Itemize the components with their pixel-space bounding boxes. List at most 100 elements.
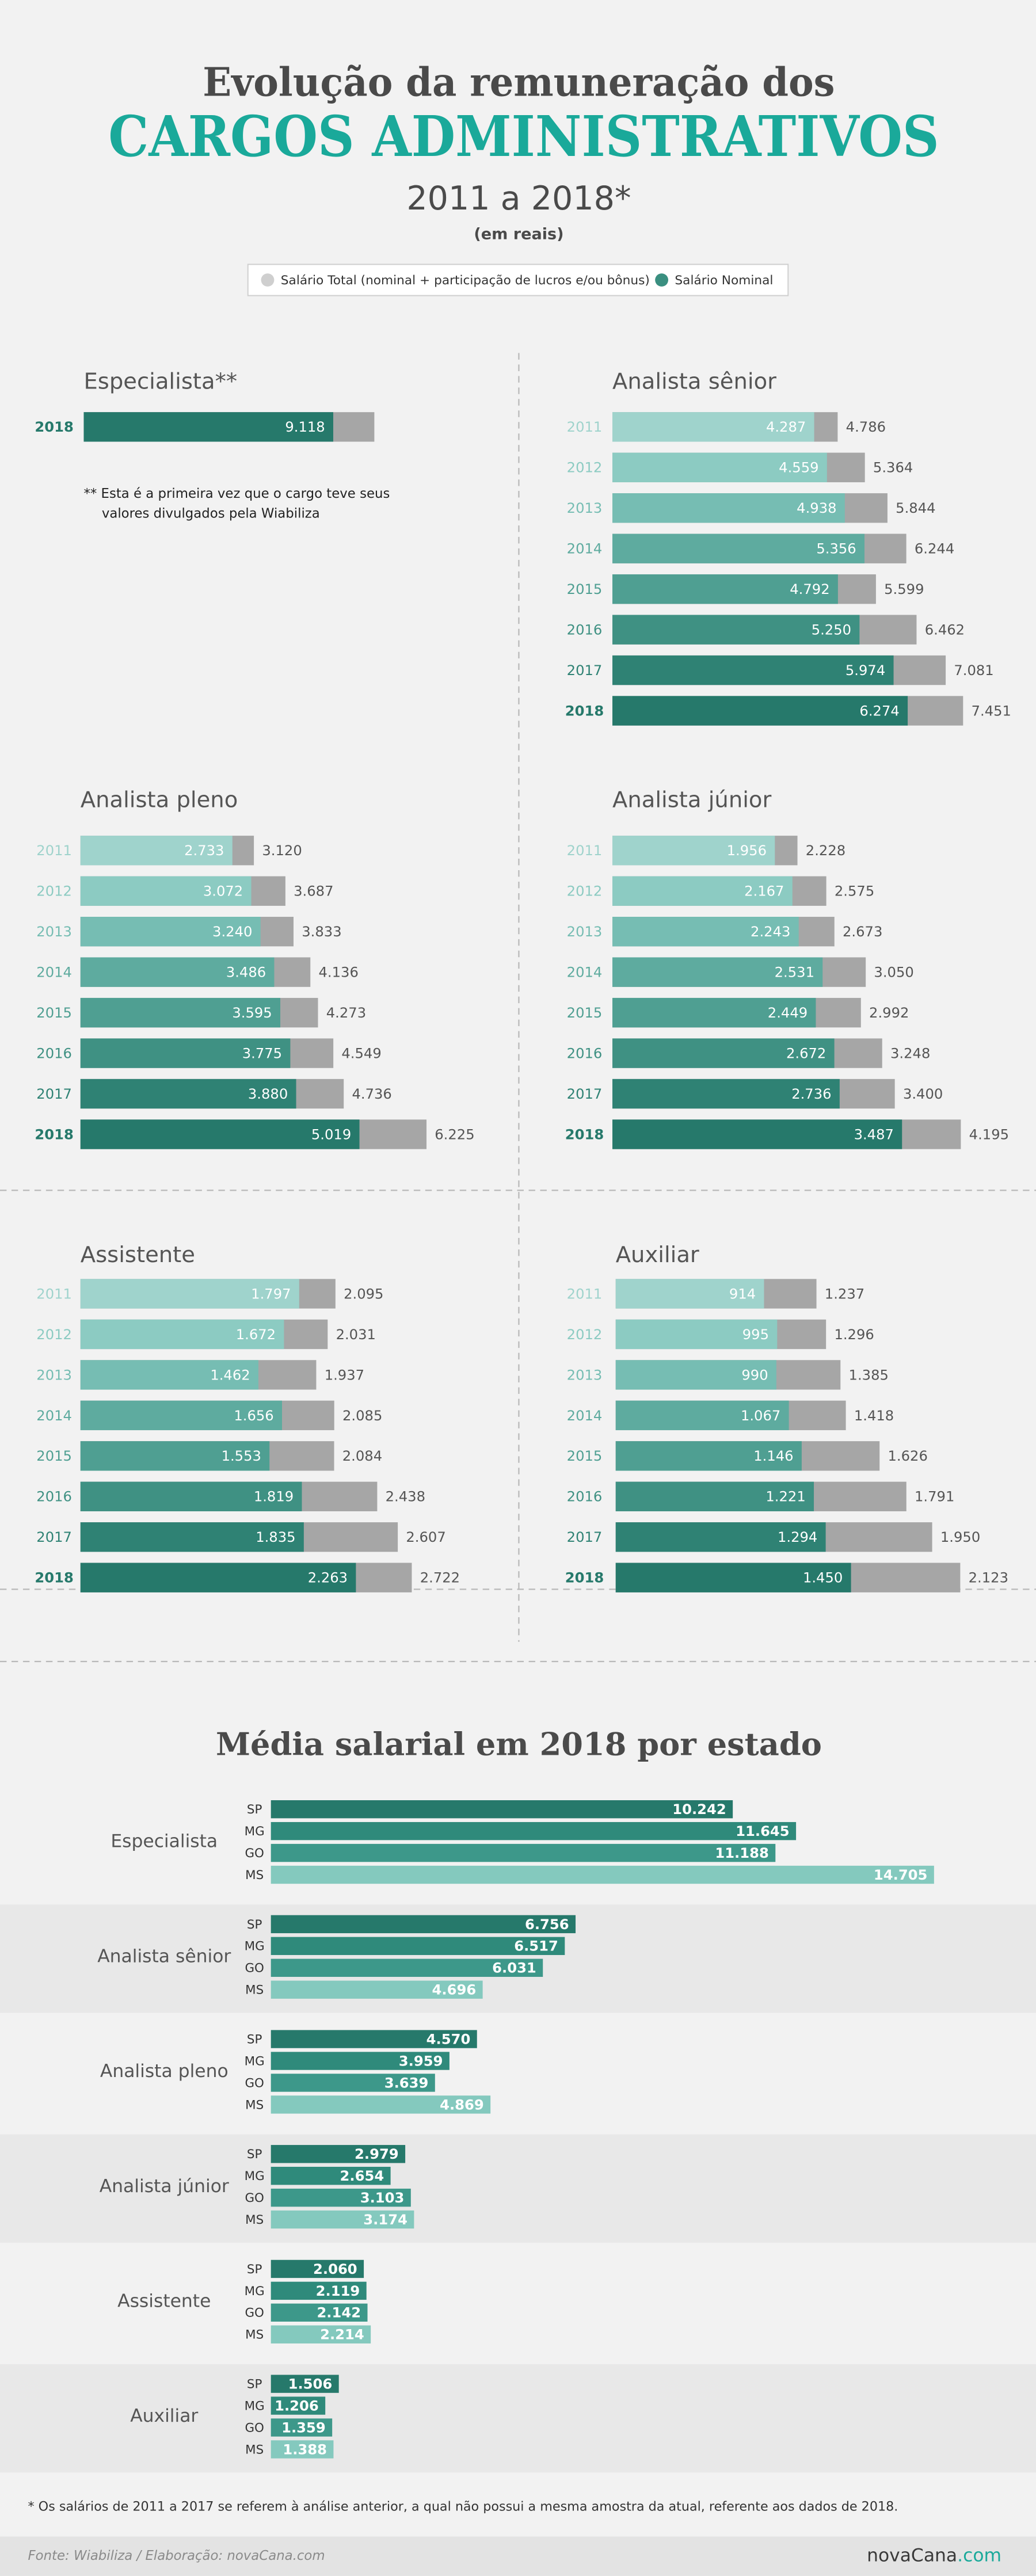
state-label: MS xyxy=(245,2328,264,2342)
year-label: 2013 xyxy=(36,923,72,940)
year-label: 2015 xyxy=(567,1004,603,1021)
group-label: Auxiliar xyxy=(130,2406,198,2426)
state-label: GO xyxy=(245,1961,264,1976)
bar-nominal xyxy=(612,1079,840,1109)
nominal-label: 1.956 xyxy=(727,842,767,859)
state-label: MG xyxy=(245,2169,265,2183)
nominal-label: 2.243 xyxy=(751,923,790,940)
total-label: 4.273 xyxy=(326,1004,366,1021)
value-label: 4.570 xyxy=(426,2030,471,2047)
bar-nominal xyxy=(80,1279,299,1309)
total-label: 3.120 xyxy=(262,842,302,859)
value-label: 1.388 xyxy=(283,2441,327,2457)
bar-nominal xyxy=(80,1400,283,1431)
bar-nominal xyxy=(615,1400,789,1431)
total-label: 2.673 xyxy=(843,923,882,940)
bar-nominal xyxy=(612,452,827,482)
year-label: 2014 xyxy=(36,964,72,981)
year-label: 2018 xyxy=(565,1126,604,1142)
bar xyxy=(271,2188,411,2207)
bar-nominal xyxy=(80,836,233,866)
total-label: 3.050 xyxy=(874,964,913,981)
bar-nominal xyxy=(612,655,894,685)
nominal-label: 914 xyxy=(729,1285,756,1302)
group-label: Assistente xyxy=(117,2291,211,2311)
year-label: 2016 xyxy=(36,1488,72,1505)
bar xyxy=(271,2167,391,2185)
group-label: Especialista xyxy=(111,1831,218,1852)
value-label: 10.242 xyxy=(672,1801,726,1817)
note: ** Esta é a primeira vez que o cargo tev… xyxy=(83,486,390,501)
nominal-label: 3.072 xyxy=(203,883,243,900)
value-label: 2.119 xyxy=(316,2282,360,2299)
value-label: 1.359 xyxy=(281,2419,326,2436)
year-label: 2016 xyxy=(567,622,603,638)
bar-nominal xyxy=(615,1563,851,1592)
year-label: 2018 xyxy=(565,1569,604,1586)
bar-nominal xyxy=(80,1079,296,1109)
value-label: 2.654 xyxy=(340,2167,384,2184)
bar-nominal xyxy=(612,534,865,563)
total-label: 2.031 xyxy=(336,1326,376,1343)
panel-title: Analista pleno xyxy=(81,787,238,813)
bar-nominal xyxy=(612,917,799,947)
nominal-label: 4.792 xyxy=(790,581,829,597)
footer-band xyxy=(0,2536,1036,2576)
panel-title: Analista sênior xyxy=(612,368,776,394)
state-label: GO xyxy=(245,2076,264,2090)
bar xyxy=(271,1937,565,1956)
band-layer xyxy=(0,1904,1036,2473)
state-label: MS xyxy=(245,1868,264,1883)
state-label: MG xyxy=(245,2284,265,2299)
nominal-label: 1.835 xyxy=(256,1529,295,1545)
total-label: 1.418 xyxy=(854,1407,894,1424)
value-label: 3.639 xyxy=(384,2074,429,2091)
value-label: 1.206 xyxy=(275,2397,319,2414)
state-label: MS xyxy=(245,2442,264,2457)
bar xyxy=(271,2325,371,2343)
nominal-label: 4.938 xyxy=(797,500,836,516)
total-label: 7.451 xyxy=(972,702,1011,719)
total-label: 1.237 xyxy=(825,1285,864,1302)
bar-nominal xyxy=(612,997,816,1028)
bar-nominal xyxy=(612,836,775,866)
year-label: 2016 xyxy=(36,1045,72,1062)
year-label: 2015 xyxy=(36,1447,72,1464)
value-label: 2.214 xyxy=(320,2326,364,2343)
bar xyxy=(271,2259,364,2278)
nominal-label: 995 xyxy=(742,1326,769,1343)
value-label: 4.869 xyxy=(440,2096,484,2113)
state-label: MG xyxy=(245,1939,265,1954)
total-label: 1.385 xyxy=(849,1366,889,1383)
nominal-label: 2.736 xyxy=(791,1085,831,1102)
value-label: 14.705 xyxy=(874,1866,928,1883)
year-label: 2015 xyxy=(567,1447,603,1464)
group-label: Analista júnior xyxy=(100,2176,229,2197)
legend-label: Salário Total (nominal + participação de… xyxy=(281,273,650,288)
footnote: * Os salários de 2011 a 2017 se referem … xyxy=(28,2499,898,2514)
year-label: 2012 xyxy=(567,883,603,900)
state-label: SP xyxy=(247,2147,262,2162)
bar-nominal xyxy=(80,1038,291,1068)
bar-nominal xyxy=(612,1038,835,1068)
total-label: 4.195 xyxy=(969,1126,1009,1142)
nominal-label: 4.287 xyxy=(766,418,806,435)
bar xyxy=(271,2095,491,2114)
nominal-label: 5.974 xyxy=(845,662,885,679)
value-label: 11.188 xyxy=(715,1845,769,1861)
state-label: GO xyxy=(245,1846,264,1861)
bar-nominal xyxy=(615,1279,764,1309)
total-label: 1.626 xyxy=(888,1447,927,1464)
subtitle: 2011 a 2018* xyxy=(406,180,631,218)
nominal-label: 1.656 xyxy=(234,1407,273,1424)
year-label: 2018 xyxy=(35,418,73,435)
state-label: GO xyxy=(245,2191,264,2205)
unit-note: (em reais) xyxy=(474,226,563,243)
panel-title: Assistente xyxy=(81,1242,195,1268)
bar-nominal xyxy=(80,1441,270,1471)
state-label: MG xyxy=(245,1824,265,1839)
nominal-label: 1.672 xyxy=(236,1326,276,1343)
group-band xyxy=(0,2364,1036,2473)
